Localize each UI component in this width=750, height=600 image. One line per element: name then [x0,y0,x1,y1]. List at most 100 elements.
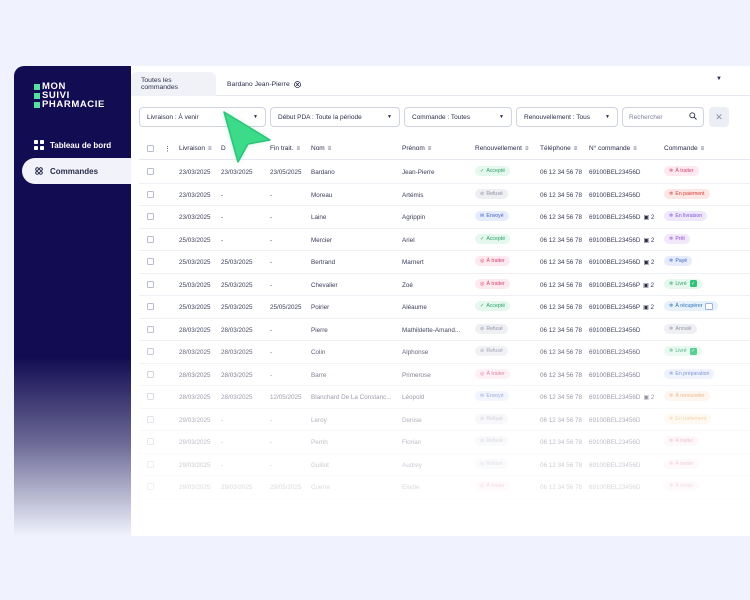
header-commande[interactable]: Commande ≡ [664,145,704,152]
commande-status-badge[interactable]: ✲ À récupérer [664,301,719,311]
cell-nom: Chevalier [311,281,338,289]
table-row[interactable]: 23/03/2025 - - Laine Agrippin ✉ Envoyé 06 12 34… [139,206,750,229]
search-input[interactable]: Rechercher [622,107,704,127]
renouvellement-badge[interactable]: ⊘ Refusé [475,436,508,446]
checked-checkbox-icon[interactable]: ✓ [689,347,697,355]
app-logo[interactable]: MON SUIVI PHARMACIE [34,82,105,109]
commande-status-badge[interactable]: ✲ En traitement [664,413,712,424]
sidebar-item-tableau-de-bord[interactable]: Tableau de bord [22,132,131,158]
sidebar-item-commandes[interactable]: Commandes [22,158,131,184]
commande-status-badge[interactable]: ✲ À renouveler [664,391,710,401]
table-row[interactable]: 28/03/2025 28/03/2025 - Barre Primerose ◎ À tr… [139,364,750,386]
renouvellement-badge[interactable]: ◎ À traiter [475,368,510,379]
renouvellement-badge[interactable]: ⊘ Refusé [475,188,508,199]
header-renouvellement[interactable]: Renouvellement ≡ [475,145,529,152]
close-tab-icon[interactable] [293,80,301,88]
header-debut[interactable]: D [221,145,226,152]
table-row[interactable]: 29/03/2025 29/03/2025 29/05/2025 Cuerre Elod… [139,476,750,499]
filter-debut-pda[interactable]: Début PDA : Toute la période ▼ [270,107,400,127]
commande-status-badge[interactable]: ✲ Payé [664,256,693,266]
header-telephone[interactable]: Téléphone ≡ [540,145,577,152]
row-checkbox[interactable] [147,415,154,423]
toggle-icon[interactable] [705,302,714,310]
pills-icon: ✲ [669,190,674,197]
row-checkbox[interactable] [147,168,154,175]
row-checkbox[interactable] [147,348,154,355]
order-number: 69100BEL23456D [589,214,641,221]
renouvellement-badge[interactable]: ◎ À traiter [475,481,510,491]
status-icon: ✉ [480,393,485,399]
renouvellement-badge[interactable]: ◎ À traiter [475,278,510,289]
tab-toutes-les-commandes[interactable]: Toutes les commandes [131,72,216,96]
header-fin-trait[interactable]: Fin trait. ≡ [270,145,300,152]
table-row[interactable]: 25/03/2025 - - Mercier Ariel ✓ Accepté 06 12 34… [139,229,750,251]
commande-status-badge[interactable]: ✲ À traiter [664,436,699,446]
renouvellement-badge[interactable]: ⊘ Refusé [475,413,508,424]
column-menu-icon[interactable]: ⋮ [164,146,171,153]
badge-label: À récupérer [675,303,703,309]
row-checkbox[interactable] [147,190,154,198]
filter-renouvellement[interactable]: Renouvellement : Tous ▼ [516,107,618,127]
badge-label: Envoyé [486,393,504,399]
commande-status-badge[interactable]: ✲ En paiement [664,188,710,199]
row-checkbox[interactable] [147,258,154,265]
tab-bardano-jean-pierre[interactable]: Bardano Jean-Pierre [217,72,311,96]
header-livraison[interactable]: Livraison ≡ [179,145,212,152]
sidebar-item-label: Tableau de bord [50,140,112,150]
row-checkbox[interactable] [147,303,154,310]
row-checkbox[interactable] [147,235,154,243]
select-all-checkbox[interactable] [147,145,154,152]
row-checkbox[interactable] [147,460,154,468]
row-checkbox[interactable] [147,325,154,333]
renouvellement-badge[interactable]: ✉ Envoyé [475,211,509,221]
table-row[interactable]: 28/03/2025 28/03/2025 - Colin Alphonse ⊘ Refus… [139,341,750,364]
commande-status-badge[interactable]: ✲ Livré ✓ [664,278,702,289]
table-row[interactable]: 29/03/2025 - - Leroy Denise ⊘ Refusé 06 12 34 5… [139,409,750,431]
commande-status-badge[interactable]: ✲ Livré ✓ [664,346,702,356]
cell-telephone: 06 12 34 56 78 [540,191,583,199]
renouvellement-badge[interactable]: ✓ Accepté [475,233,511,244]
search-placeholder: Rechercher [629,113,663,121]
cell-fin: - [270,326,273,334]
table-row[interactable]: 28/03/2025 28/03/2025 - Pierre Mathildette-A… [139,319,750,341]
table-row[interactable]: 25/03/2025 25/03/2025 - Bertrand Marnert ◎ À t… [139,251,750,274]
commande-status-badge[interactable]: ✲ À traiter [664,481,699,491]
checked-checkbox-icon[interactable]: ✓ [689,280,697,287]
renouvellement-badge[interactable]: ✉ Envoyé [475,391,509,401]
row-checkbox[interactable] [147,438,154,445]
cell-prenom: Agrippin [402,214,426,221]
clear-filters-button[interactable]: ✕ [709,107,729,127]
renouvellement-badge[interactable]: ✓ Accepté [475,166,511,176]
row-checkbox[interactable] [147,213,154,220]
cell-livraison: 25/03/2025 [179,281,211,289]
renouvellement-badge[interactable]: ◎ À traiter [475,256,510,266]
header-nom[interactable]: Nom ≡ [311,145,331,152]
row-checkbox[interactable] [147,370,154,378]
table-row[interactable]: 29/03/2025 - - Guillot Audrey ⊘ Refusé 06 12 34… [139,454,750,476]
header-numero-commande[interactable]: N° commande ≡ [589,145,637,152]
commande-status-badge[interactable]: ✲ En préparation [664,368,715,379]
table-row[interactable]: 25/03/2025 25/03/2025 - Chevalier Zoé ◎ À trai… [139,274,750,296]
row-checkbox[interactable] [147,280,154,288]
table-row[interactable]: 23/03/2025 23/03/2025 23/05/2025 Bardano Jea… [139,161,750,184]
row-checkbox[interactable] [147,393,154,400]
renouvellement-badge[interactable]: ⊘ Refusé [475,346,508,356]
commande-status-badge[interactable]: ✲ Prêt [664,233,690,244]
renouvellement-badge[interactable]: ⊘ Refusé [475,458,508,469]
filter-commande[interactable]: Commande : Toutes ▼ [404,107,512,127]
table-row[interactable]: 28/03/2025 28/03/2025 12/05/2025 Blanchard … [139,386,750,409]
table-row[interactable]: 25/03/2025 25/03/2025 25/05/2025 Poirier Alé… [139,296,750,319]
pills-icon: ✲ [669,460,674,467]
table-row[interactable]: 29/03/2025 - - Perrin Florian ⊘ Refusé 06 12 34… [139,431,750,454]
commande-status-badge[interactable]: ✲ À traiter [664,458,699,469]
renouvellement-badge[interactable]: ✓ Accepté [475,301,511,311]
commande-status-badge[interactable]: ✲ À traiter [664,166,699,176]
renouvellement-badge[interactable]: ⊘ Refusé [475,323,508,334]
row-checkbox[interactable] [147,483,154,490]
badge-label: À traiter [486,483,505,489]
commande-status-badge[interactable]: ✲ Annulé [664,323,697,334]
header-prenom[interactable]: Prénom ≡ [402,145,431,152]
commande-status-badge[interactable]: ✲ En livraison [664,211,708,221]
tabs-dropdown-icon[interactable]: ▼ [716,76,722,82]
table-row[interactable]: 23/03/2025 - - Moreau Artémis ⊘ Refusé 06 12 34… [139,184,750,206]
